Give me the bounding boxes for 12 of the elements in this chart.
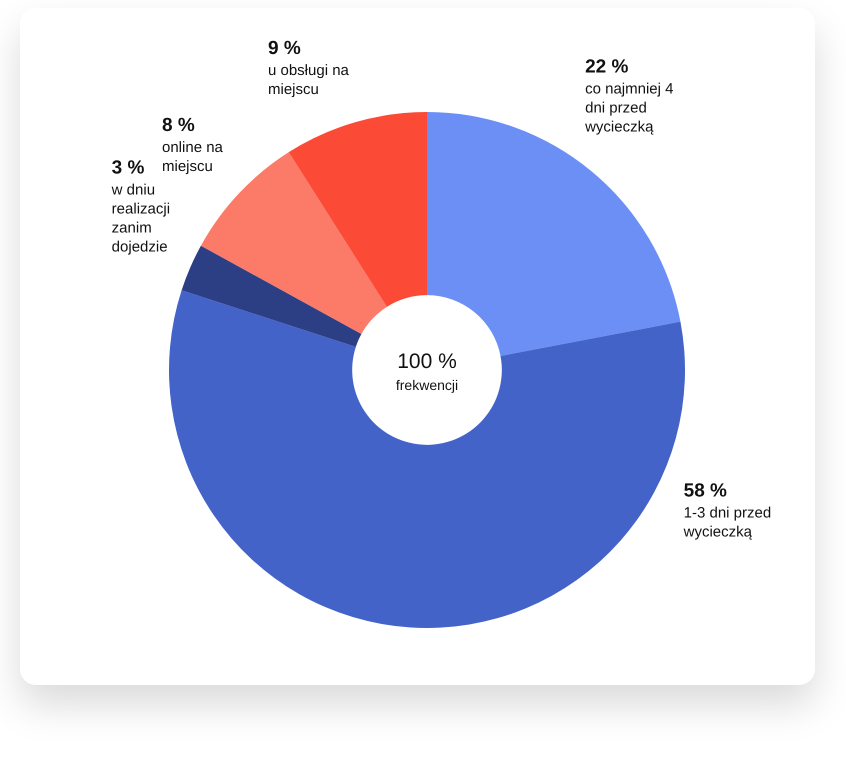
slice-label: 1-3 dni przed wycieczką bbox=[682, 504, 772, 541]
data-label: 3 % bbox=[112, 158, 145, 179]
text: 100 % bbox=[397, 350, 457, 373]
slice-label: co najmniej 4 dni przed wycieczką bbox=[584, 80, 674, 136]
slice-label: w dniu realizacji zanim dojedzie bbox=[110, 181, 170, 256]
data-label: 9 % bbox=[268, 38, 301, 59]
data-label: 22 % bbox=[585, 56, 629, 78]
text: frekwencji bbox=[396, 376, 458, 393]
data-label: 8 % bbox=[162, 115, 195, 136]
slice-label: online na miejscu bbox=[162, 138, 224, 175]
data-label: 58 % bbox=[684, 480, 728, 502]
slice-label: u obsługi na miejscu bbox=[268, 62, 350, 98]
